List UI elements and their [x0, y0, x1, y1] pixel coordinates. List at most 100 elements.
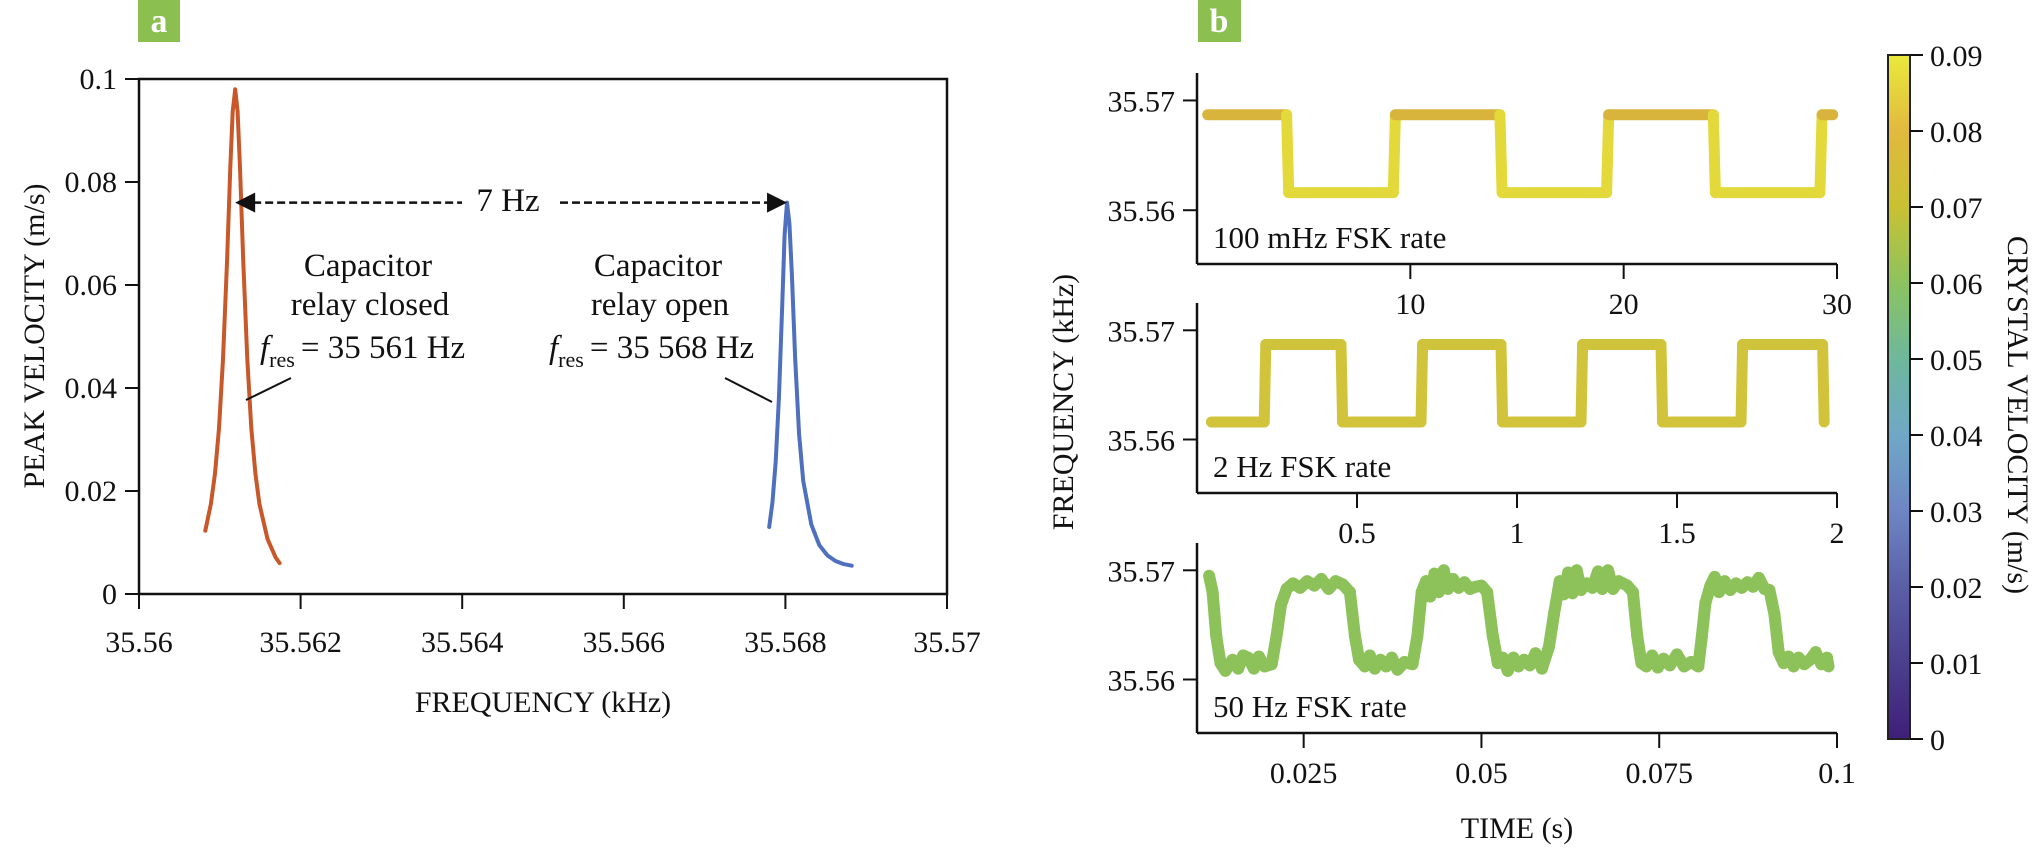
- frequency-trace-segment: [1335, 339, 1349, 428]
- frequency-trace-segment: [1626, 586, 1644, 642]
- frequency-trace-segment: [1735, 339, 1749, 428]
- x-tick-label: 35.56: [105, 626, 173, 659]
- colorbar-tick-label: 0.06: [1930, 268, 1983, 301]
- separation-arrow: [235, 192, 788, 213]
- panel-a-series: [203, 87, 854, 568]
- panel-b-y-axis-title: FREQUENCY (kHz): [1047, 274, 1080, 530]
- panel-b-letter: b: [1210, 3, 1229, 40]
- frequency-trace-segment: [1343, 586, 1361, 642]
- subplot-rate-label: 2 Hz FSK rate: [1213, 449, 1391, 484]
- y-tick-label: 35.57: [1108, 555, 1176, 588]
- series-relay-open-curve: [767, 200, 854, 568]
- x-tick-label: 35.566: [583, 626, 666, 659]
- colorbar-tick-label: 0.08: [1930, 116, 1983, 149]
- panel-b-x-axis-title: TIME (s): [1461, 812, 1573, 845]
- y-tick-label: 0.02: [65, 475, 118, 508]
- frequency-trace-segment: [1707, 109, 1721, 199]
- panel-a-axes: 35.56 35.562 35.564 35.566 35.568 35.57 0 0.02 0…: [65, 63, 981, 659]
- x-tick-label: 2: [1830, 517, 1845, 550]
- y-tick-label: 35.56: [1108, 195, 1176, 228]
- arrowhead-right: [767, 192, 788, 213]
- panel-b-badge: [1198, 0, 1241, 42]
- x-tick-label: 10: [1395, 288, 1425, 321]
- panel-a-y-axis-title: PEAK VELOCITY (m/s): [18, 184, 51, 489]
- panel-a-resonance-plot: 35.56 35.562 35.564 35.566 35.568 35.57 0 0.02 0…: [18, 63, 981, 719]
- x-tick-label: 0.05: [1455, 757, 1508, 790]
- panel-a-x-axis-title: FREQUENCY (kHz): [415, 686, 671, 719]
- subplot-rate-label: 50 Hz FSK rate: [1213, 689, 1407, 724]
- frequency-trace-segment: [1415, 339, 1429, 428]
- frequency-trace-segment: [1281, 109, 1295, 199]
- colorbar-tick-label: 0.04: [1930, 420, 1983, 453]
- annotation-closed-line1: Capacitor: [304, 248, 432, 284]
- frequency-trace-segment: [1258, 339, 1272, 428]
- x-tick-label: 35.568: [744, 626, 827, 659]
- y-tick-label: 0.1: [80, 63, 118, 96]
- y-tick-label: 35.57: [1108, 315, 1176, 348]
- frequency-trace-segment: [1821, 651, 1835, 673]
- frequency-trace-segment: [1814, 109, 1828, 199]
- fres-value: = 35 568 Hz: [590, 330, 754, 366]
- colorbar-tick-label: 0.03: [1930, 496, 1983, 529]
- x-tick-label: 35.57: [913, 626, 981, 659]
- annotation-open-line1: Capacitor: [594, 248, 722, 284]
- leader-line-closed: [245, 377, 292, 401]
- colorbar-tick-label: 0: [1930, 724, 1945, 757]
- x-tick-label: 0.1: [1818, 757, 1856, 790]
- x-tick-label: 1.5: [1658, 517, 1696, 550]
- annotation-relay-closed: Capacitor relay closed fres = 35 561 Hz: [245, 248, 465, 401]
- y-tick-label: 0.06: [65, 269, 118, 302]
- x-tick-label: 30: [1822, 288, 1852, 321]
- frequency-trace-segment: [1817, 339, 1830, 428]
- series-relay-closed-curve: [203, 87, 282, 566]
- subplot-rate-label: 100 mHz FSK rate: [1213, 220, 1446, 255]
- frequency-trace-segment: [1206, 586, 1223, 642]
- colorbar-tick-label: 0.02: [1930, 572, 1983, 605]
- leader-line-open: [724, 377, 773, 403]
- frequency-trace-segment: [1387, 109, 1401, 199]
- colorbar-title: CRYSTAL VELOCITY (m/s): [2001, 236, 2034, 594]
- x-tick-label: 1: [1510, 517, 1525, 550]
- panel-a-plot-frame: [137, 77, 949, 596]
- x-tick-label: 0.5: [1338, 517, 1376, 550]
- panel-a-badge: [138, 0, 180, 42]
- separation-label: 7 Hz: [476, 183, 539, 219]
- arrowhead-left: [235, 192, 256, 213]
- x-tick-label: 0.025: [1270, 757, 1338, 790]
- colorbar-tick-label: 0.09: [1930, 40, 1983, 73]
- frequency-trace-segment: [1601, 109, 1615, 199]
- frequency-trace-segment: [1494, 109, 1508, 199]
- annotation-closed-fres: fres = 35 561 Hz: [260, 330, 465, 372]
- colorbar: 0 0.01 0.02 0.03 0.04 0.05 0.06 0.07 0.08 0.09: [1887, 40, 1983, 757]
- y-tick-label: 35.56: [1108, 424, 1176, 457]
- annotation-open-line2: relay open: [591, 287, 729, 323]
- frequency-trace-segment: [1411, 586, 1428, 642]
- panel-b-label: b: [1198, 0, 1241, 42]
- frequency-trace-segment: [1768, 608, 1785, 659]
- subplot-2: 35.56 35.57 0.5 1 1.5 2 2 Hz FSK rate: [1108, 303, 1845, 550]
- annotation-relay-open: Capacitor relay open fres = 35 568 Hz: [549, 248, 773, 403]
- colorbar-tick-label: 0.05: [1930, 344, 1983, 377]
- fres-value: = 35 561 Hz: [301, 330, 465, 366]
- colorbar-tick-label: 0.07: [1930, 192, 1983, 225]
- x-tick-label: 35.562: [259, 626, 342, 659]
- colorbar-gradient: [1887, 54, 1911, 740]
- y-tick-label: 0.04: [65, 372, 118, 405]
- frequency-trace-segment: [1481, 586, 1499, 642]
- fres-subscript: res: [558, 347, 584, 372]
- frequency-trace-segment: [1575, 339, 1589, 428]
- subplot-1: 35.56 35.57 10 20 30 100 mHz FSK rate: [1108, 73, 1852, 321]
- fres-subscript: res: [269, 347, 295, 372]
- y-tick-label: 0: [102, 578, 117, 611]
- x-tick-label: 20: [1609, 288, 1639, 321]
- panel-a-label: a: [138, 0, 180, 42]
- x-tick-label: 0.075: [1625, 757, 1693, 790]
- y-tick-label: 35.56: [1108, 664, 1176, 697]
- panel-a-letter: a: [151, 3, 168, 40]
- annotation-closed-line2: relay closed: [291, 287, 450, 323]
- y-tick-label: 0.08: [65, 166, 118, 199]
- colorbar-tick-label: 0.01: [1930, 648, 1983, 681]
